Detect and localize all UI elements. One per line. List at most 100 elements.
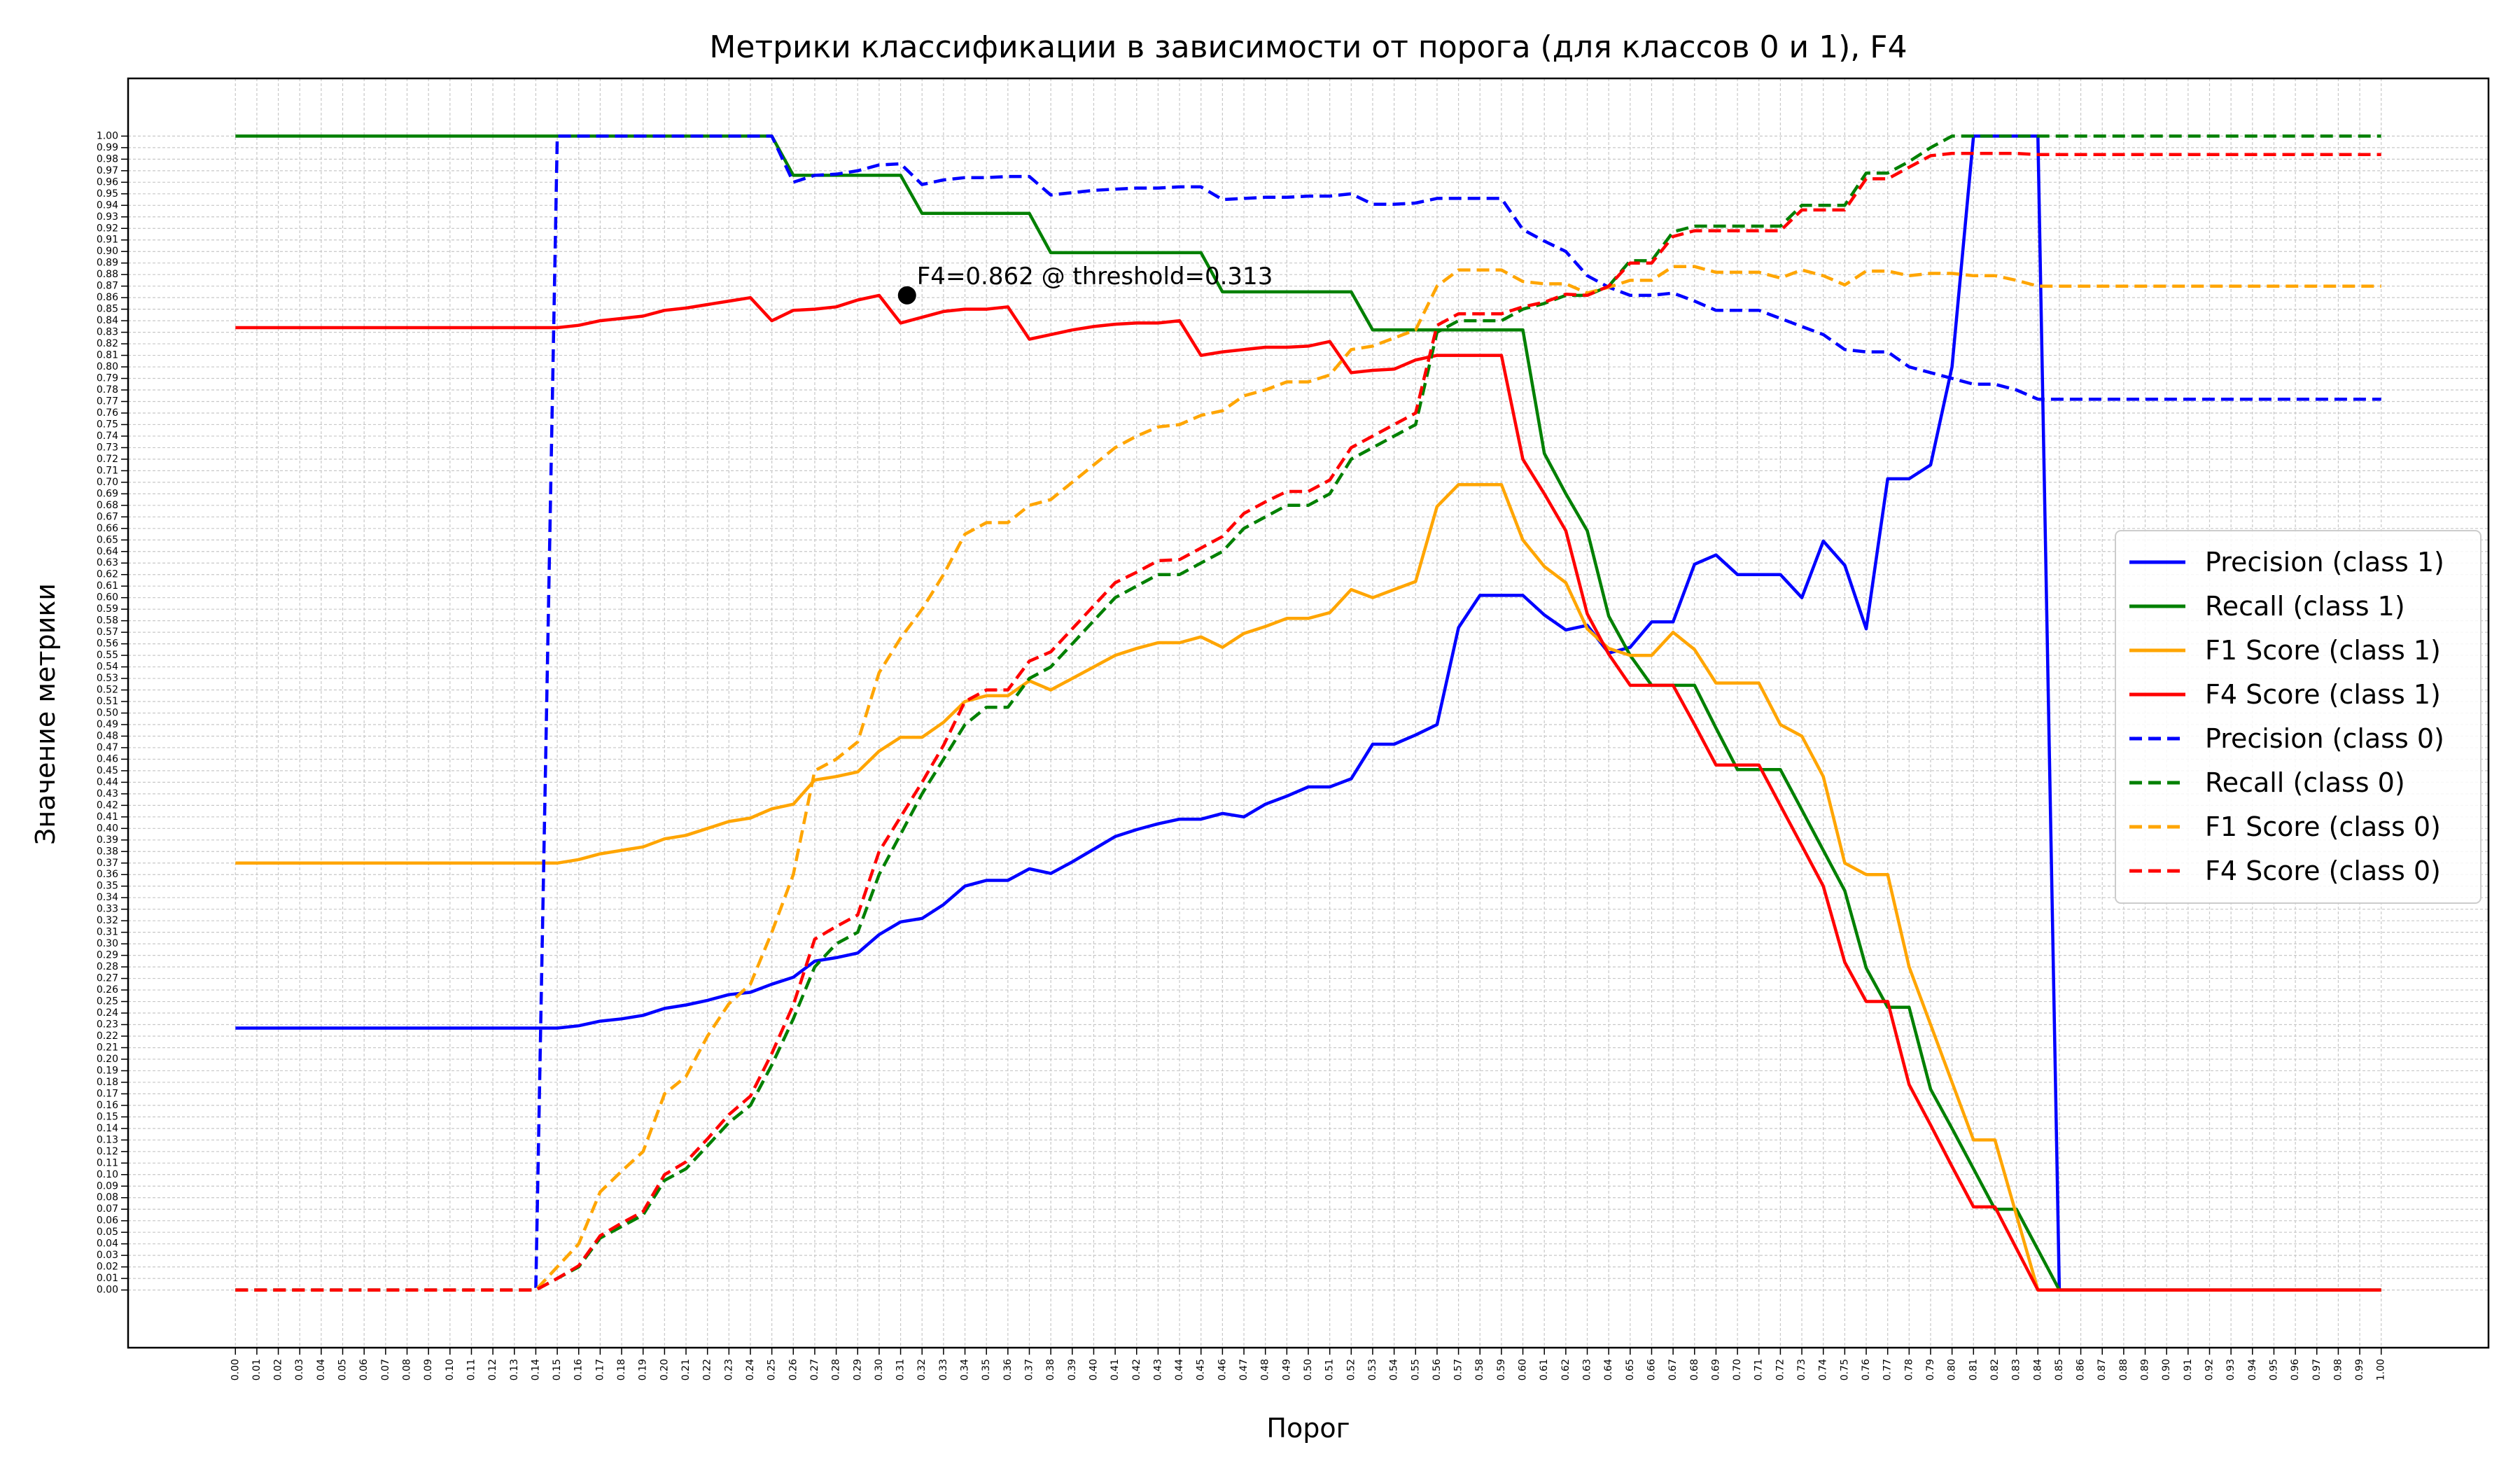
x-tick-label: 0.21 bbox=[680, 1359, 692, 1381]
x-tick-label: 0.32 bbox=[916, 1359, 927, 1381]
y-tick-label: 0.13 bbox=[97, 1134, 118, 1145]
x-tick-label: 0.29 bbox=[852, 1359, 863, 1381]
series-line-f4-score-class-0 bbox=[235, 151, 2381, 1292]
x-tick-label: 0.03 bbox=[294, 1359, 305, 1381]
y-tick-label: 0.14 bbox=[97, 1123, 118, 1134]
y-tick-label: 0.59 bbox=[97, 603, 118, 615]
x-tick-label: 0.40 bbox=[1088, 1359, 1099, 1381]
x-tick-label: 0.34 bbox=[960, 1359, 971, 1381]
legend-label: F1 Score (class 1) bbox=[2205, 635, 2441, 666]
x-tick-label: 0.80 bbox=[1947, 1359, 1958, 1381]
y-tick-label: 0.25 bbox=[97, 996, 118, 1007]
series-line-recall-class-0 bbox=[235, 134, 2381, 1292]
y-tick-label: 0.26 bbox=[97, 984, 118, 996]
x-tick-label: 0.39 bbox=[1067, 1359, 1078, 1381]
x-tick-label: 0.48 bbox=[1260, 1359, 1271, 1381]
y-tick-label: 0.77 bbox=[97, 396, 118, 407]
x-axis-label: Порог bbox=[1266, 1413, 1350, 1444]
x-tick-label: 0.57 bbox=[1453, 1359, 1464, 1381]
x-tick-label: 0.56 bbox=[1432, 1359, 1443, 1381]
y-tick-label: 0.92 bbox=[97, 223, 118, 234]
x-tick-label: 0.33 bbox=[938, 1359, 949, 1381]
y-tick-label: 0.37 bbox=[97, 858, 118, 869]
legend-label: Precision (class 0) bbox=[2205, 723, 2444, 754]
x-tick-label: 0.65 bbox=[1625, 1359, 1636, 1381]
x-tick-label: 0.96 bbox=[2290, 1359, 2301, 1381]
y-tick-label: 0.79 bbox=[97, 373, 118, 384]
y-tick-label: 0.89 bbox=[97, 258, 118, 269]
x-tick-label: 0.10 bbox=[444, 1359, 456, 1381]
y-tick-label: 0.10 bbox=[97, 1169, 118, 1180]
y-tick-label: 0.00 bbox=[97, 1285, 118, 1296]
x-tick-label: 0.84 bbox=[2032, 1359, 2043, 1381]
x-tick-label: 0.51 bbox=[1324, 1359, 1336, 1381]
x-tick-label: 0.28 bbox=[831, 1359, 842, 1381]
y-tick-label: 0.66 bbox=[97, 523, 118, 534]
x-tick-label: 0.15 bbox=[552, 1359, 563, 1381]
x-tick-label: 0.11 bbox=[465, 1359, 477, 1381]
y-tick-label: 0.54 bbox=[97, 662, 118, 673]
x-tick-label: 0.58 bbox=[1474, 1359, 1485, 1381]
y-tick-label: 0.57 bbox=[97, 627, 118, 638]
x-tick-label: 0.08 bbox=[402, 1359, 413, 1381]
series-line-recall-class-1 bbox=[235, 134, 2381, 1292]
y-tick-label: 0.06 bbox=[97, 1215, 118, 1227]
x-tick-label: 0.59 bbox=[1496, 1359, 1507, 1381]
x-tick-label: 0.93 bbox=[2225, 1359, 2236, 1381]
y-tick-label: 0.55 bbox=[97, 650, 118, 661]
x-tick-label: 0.25 bbox=[766, 1359, 778, 1381]
y-tick-label: 0.88 bbox=[97, 269, 118, 280]
y-tick-label: 0.12 bbox=[97, 1146, 118, 1157]
x-tick-label: 0.53 bbox=[1367, 1359, 1378, 1381]
y-tick-label: 0.15 bbox=[97, 1111, 118, 1122]
grid-layer bbox=[128, 78, 2488, 1348]
x-tick-label: 1.00 bbox=[2376, 1359, 2387, 1381]
x-tick-label: 0.90 bbox=[2161, 1359, 2172, 1381]
x-tick-label: 0.52 bbox=[1345, 1359, 1357, 1381]
legend-label: Precision (class 1) bbox=[2205, 547, 2444, 578]
y-tick-label: 0.39 bbox=[97, 835, 118, 846]
x-tick-label: 0.02 bbox=[273, 1359, 284, 1381]
x-tick-label: 0.00 bbox=[230, 1359, 241, 1381]
x-tick-label: 0.92 bbox=[2204, 1359, 2215, 1381]
x-tick-label: 0.17 bbox=[594, 1359, 606, 1381]
y-tick-label: 0.24 bbox=[97, 1007, 118, 1019]
x-tick-label: 0.47 bbox=[1238, 1359, 1250, 1381]
x-tick-label: 0.97 bbox=[2311, 1359, 2323, 1381]
y-tick-label: 0.28 bbox=[97, 961, 118, 972]
y-tick-label: 0.35 bbox=[97, 881, 118, 892]
y-tick-label: 0.64 bbox=[97, 546, 118, 557]
y-tick-label: 0.93 bbox=[97, 211, 118, 223]
x-tick-label: 0.23 bbox=[723, 1359, 734, 1381]
series-line-f1-score-class-0 bbox=[235, 265, 2381, 1292]
x-tick-label: 0.24 bbox=[745, 1359, 756, 1381]
y-tick-label: 0.50 bbox=[97, 708, 118, 719]
y-tick-label: 0.60 bbox=[97, 592, 118, 603]
series-line-f4-score-class-1 bbox=[235, 293, 2381, 1292]
y-tick-label: 0.75 bbox=[97, 419, 118, 430]
x-tick-label: 0.04 bbox=[316, 1359, 327, 1381]
series-line-precision-class-0 bbox=[235, 134, 2381, 1292]
series-line-f1-score-class-1 bbox=[235, 482, 2381, 1292]
y-tick-label: 0.02 bbox=[97, 1262, 118, 1273]
x-tick-label: 0.91 bbox=[2183, 1359, 2194, 1381]
y-tick-label: 0.42 bbox=[97, 800, 118, 811]
x-tick-label: 0.07 bbox=[380, 1359, 391, 1381]
y-tick-label: 0.09 bbox=[97, 1180, 118, 1192]
y-tick-label: 0.18 bbox=[97, 1077, 118, 1088]
x-tick-label: 0.13 bbox=[509, 1359, 520, 1381]
x-tick-label: 0.83 bbox=[2011, 1359, 2022, 1381]
x-tick-label: 0.20 bbox=[659, 1359, 670, 1381]
x-tick-label: 0.12 bbox=[487, 1359, 498, 1381]
x-tick-label: 0.69 bbox=[1710, 1359, 1721, 1381]
axis-layer: 0.00 0.01 0.02 0.03 0.04 0.05 0.06 0.07 0.08 0.09… bbox=[97, 130, 2387, 1381]
y-tick-label: 0.01 bbox=[97, 1273, 118, 1284]
y-tick-label: 0.36 bbox=[97, 869, 118, 880]
y-tick-label: 0.22 bbox=[97, 1031, 118, 1042]
y-tick-label: 0.95 bbox=[97, 188, 118, 200]
y-tick-label: 0.07 bbox=[97, 1203, 118, 1215]
y-tick-label: 0.63 bbox=[97, 557, 118, 568]
y-tick-label: 0.86 bbox=[97, 292, 118, 303]
